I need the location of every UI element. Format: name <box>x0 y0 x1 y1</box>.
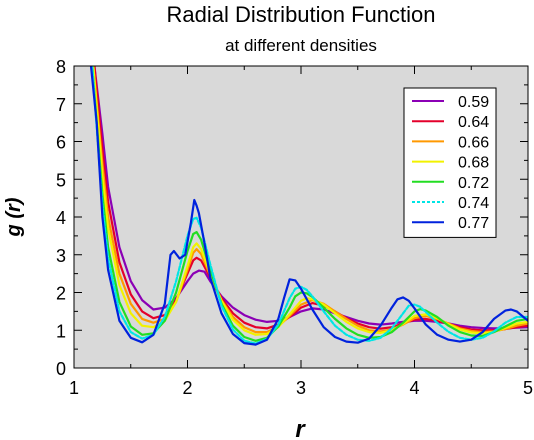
legend-label: 0.77 <box>458 215 489 232</box>
series-line-0-74 <box>91 66 528 345</box>
legend-label: 0.74 <box>458 195 489 212</box>
x-tick-label: 5 <box>523 378 533 398</box>
series-line-0-72 <box>91 66 528 342</box>
legend-label: 0.72 <box>458 175 489 192</box>
y-tick-label: 6 <box>56 133 66 153</box>
series-line-0-77 <box>89 66 528 346</box>
legend-label: 0.66 <box>458 134 489 151</box>
x-tick-label: 1 <box>69 378 79 398</box>
y-tick-label: 3 <box>56 246 66 266</box>
legend <box>403 87 497 238</box>
x-axis-label: r <box>295 416 306 440</box>
x-tick-label: 2 <box>182 378 192 398</box>
x-tick-label: 3 <box>296 378 306 398</box>
y-tick-label: 7 <box>56 95 66 115</box>
y-tick-label: 1 <box>56 321 66 341</box>
chart-subtitle: at different densities <box>225 36 377 55</box>
y-tick-label: 2 <box>56 284 66 304</box>
y-tick-label: 5 <box>56 170 66 190</box>
legend-label: 0.59 <box>458 94 489 111</box>
y-tick-label: 0 <box>56 359 66 379</box>
y-tick-label: 8 <box>56 57 66 77</box>
legend-label: 0.68 <box>458 155 489 172</box>
y-axis-label: g (r) <box>3 197 25 237</box>
legend-label: 0.64 <box>458 114 489 131</box>
chart-title: Radial Distribution Function <box>166 2 436 27</box>
x-tick-label: 4 <box>409 378 419 398</box>
y-tick-label: 4 <box>56 208 66 228</box>
